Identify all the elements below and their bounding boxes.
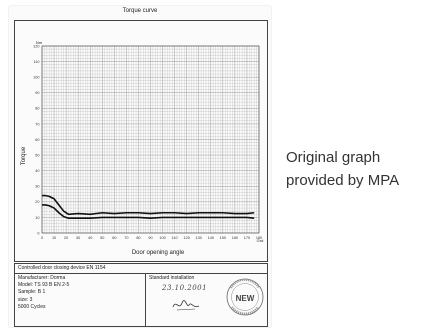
y-axis-unit: Nm bbox=[36, 40, 43, 45]
y-tick-label: 0 bbox=[37, 231, 39, 235]
y-tick-label: 60 bbox=[35, 138, 39, 142]
y-tick-label: 30 bbox=[35, 185, 39, 189]
x-axis-unit: Grd bbox=[257, 238, 264, 243]
sample-text: Sample: B 1 bbox=[18, 289, 46, 296]
device-row: Controlled door closing device EN 1154 bbox=[15, 264, 267, 274]
x-tick-label: 150 bbox=[220, 236, 226, 240]
installation-label: Standard installation bbox=[149, 275, 195, 281]
y-tick-label: 50 bbox=[35, 153, 39, 157]
chart-axes: 0 10 20 30 40 50 60 70 80 90 100 110 120 130 140 150 160… bbox=[33, 44, 262, 240]
caption-line-1: Original graph bbox=[286, 149, 381, 166]
x-tick-label: 0 bbox=[41, 236, 43, 240]
x-tick-label: 20 bbox=[64, 236, 68, 240]
stamp-text: NEW bbox=[236, 294, 255, 303]
x-tick-label: 30 bbox=[76, 236, 80, 240]
x-tick-label: 130 bbox=[196, 236, 202, 240]
y-tick-label: 10 bbox=[35, 216, 39, 220]
installation-date: 23.10.2001 bbox=[162, 284, 208, 292]
x-tick-label: 180 bbox=[256, 236, 262, 240]
x-tick-label: 110 bbox=[172, 236, 178, 240]
torque-chart: 0 10 20 30 40 50 60 70 80 90 100 110 120 130 140 150 160… bbox=[21, 40, 264, 256]
y-tick-label: 70 bbox=[35, 122, 39, 126]
caption-line-2: provided by MPA bbox=[286, 172, 400, 189]
series-line-2 bbox=[42, 204, 255, 219]
y-tick-label: 40 bbox=[35, 169, 39, 173]
x-tick-label: 120 bbox=[183, 236, 189, 240]
test-report-document: Torque curve Controlled door closing dev… bbox=[9, 6, 271, 327]
chart-series bbox=[42, 194, 255, 219]
x-tick-label: 90 bbox=[148, 236, 152, 240]
device-label: Controlled door closing device EN 1154 bbox=[18, 265, 106, 271]
size-text: size: 3 bbox=[18, 296, 33, 303]
y-tick-label: 120 bbox=[33, 44, 39, 48]
cycles-text: 5000 Cycles bbox=[18, 303, 46, 310]
installation-box: Standard installation 23.10.2001 bbox=[145, 273, 216, 326]
x-tick-label: 80 bbox=[136, 236, 140, 240]
chart-title: Torque curve bbox=[122, 8, 158, 14]
chart-frame bbox=[14, 20, 268, 262]
manufacturer-text: Manufacturer: Dorma bbox=[18, 275, 66, 281]
chart-grid bbox=[41, 45, 260, 234]
y-tick-label: 90 bbox=[35, 91, 39, 95]
x-tick-label: 100 bbox=[159, 236, 165, 240]
test-info-panel: Controlled door closing device EN 1154 M… bbox=[14, 263, 268, 327]
x-tick-label: 10 bbox=[52, 236, 56, 240]
x-tick-label: 140 bbox=[208, 236, 214, 240]
y-axis-label: Torque bbox=[21, 146, 27, 165]
x-tick-label: 70 bbox=[124, 236, 128, 240]
y-tick-label: 100 bbox=[33, 76, 39, 80]
series-line-1 bbox=[42, 194, 255, 216]
x-tick-label: 40 bbox=[88, 236, 92, 240]
y-tick-label: 20 bbox=[35, 200, 39, 204]
model-text: Model: TS 93 B EN 2-5 bbox=[18, 282, 70, 289]
x-tick-label: 50 bbox=[100, 236, 104, 240]
sample-info: Manufacturer: Dorma Model: TS 93 B EN 2-… bbox=[18, 275, 69, 311]
y-tick-label: 110 bbox=[33, 60, 39, 64]
plot-area-border bbox=[41, 45, 260, 234]
x-tick-label: 160 bbox=[232, 236, 238, 240]
x-axis-label: Door opening angle bbox=[132, 250, 185, 256]
certification-stamp: NEW bbox=[226, 278, 264, 316]
y-tick-label: 80 bbox=[35, 107, 39, 111]
caption: Original graph provided by MPA bbox=[286, 146, 399, 192]
signature-image bbox=[172, 300, 200, 311]
x-tick-label: 170 bbox=[244, 236, 250, 240]
x-tick-label: 60 bbox=[112, 236, 116, 240]
